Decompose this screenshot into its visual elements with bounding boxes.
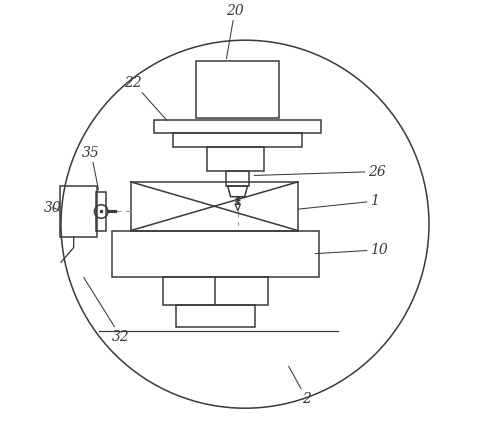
Text: 30: 30 — [44, 201, 62, 214]
Bar — [60, 186, 98, 237]
Text: 10: 10 — [316, 243, 388, 257]
Text: 32: 32 — [84, 277, 129, 343]
Bar — [112, 231, 319, 277]
Bar — [131, 182, 298, 231]
Bar — [163, 277, 268, 305]
Bar — [173, 133, 302, 147]
Text: 35: 35 — [82, 146, 100, 190]
Bar — [176, 305, 255, 327]
Text: 20: 20 — [226, 4, 244, 59]
Bar — [226, 171, 249, 186]
Text: 2: 2 — [289, 366, 311, 406]
Bar — [96, 192, 106, 231]
Text: 1: 1 — [298, 194, 379, 209]
Bar — [196, 61, 279, 118]
Bar — [207, 147, 264, 171]
Text: 26: 26 — [254, 165, 386, 179]
Bar — [154, 120, 321, 133]
Text: 22: 22 — [124, 76, 167, 121]
